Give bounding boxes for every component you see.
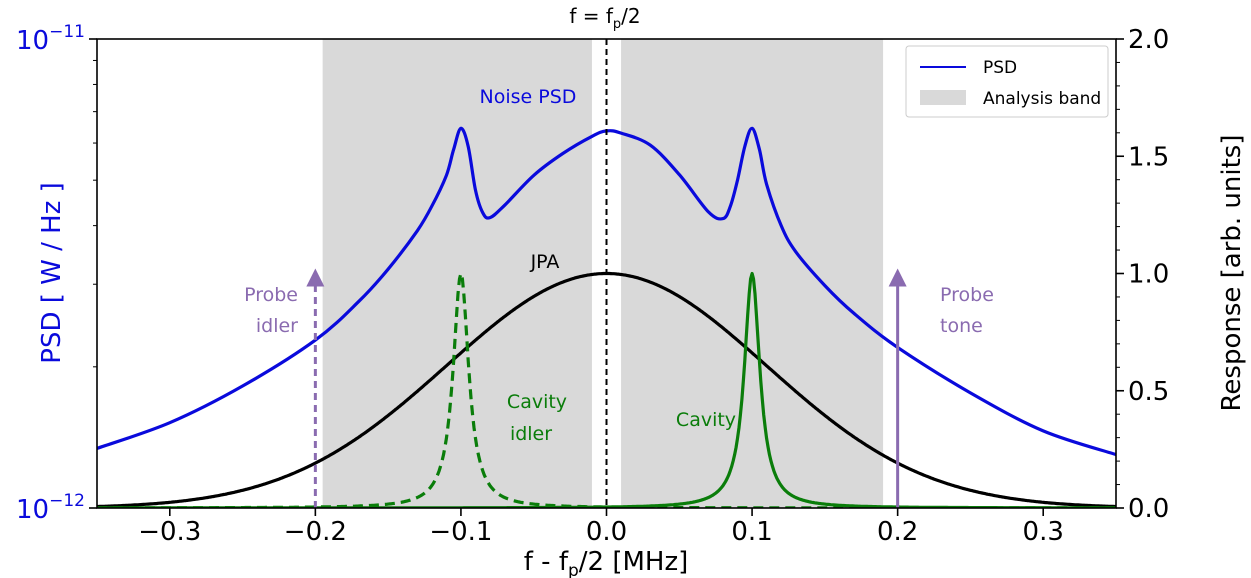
left-tick-label-1: 10−12 [16, 491, 85, 525]
x-tick-label-2: −0.1 [429, 517, 492, 547]
x-axis-label: f - fp/2 [MHz] [524, 547, 689, 578]
right-tick-label-2: 1.0 [1128, 260, 1169, 290]
x-tick-label-3: 0.0 [586, 517, 627, 547]
left-tick-label-base: 10 [16, 26, 49, 56]
right-tick-label-1: 0.5 [1128, 377, 1169, 407]
x-tick-label-4: 0.1 [731, 517, 772, 547]
noise-psd-label: Noise PSD [480, 86, 577, 108]
left-axis-label: PSD [ W / Hz ] [37, 182, 67, 363]
probe-tone-label-line2: tone [940, 315, 983, 337]
probe-idler-label-line2: idler [256, 315, 298, 337]
cavity-idler-label-line1: Cavity [507, 391, 567, 413]
right-tick-label-0: 0.0 [1128, 494, 1169, 524]
chart-title-end: /2 [621, 4, 640, 28]
cavity-label: Cavity [676, 409, 736, 431]
probe-idler-label-line1: Probe [244, 284, 298, 306]
x-tick-label-6: 0.3 [1023, 517, 1064, 547]
probe-tone-label-line1: Probe [940, 284, 994, 306]
x-tick-label-5: 0.2 [877, 517, 918, 547]
legend: PSD Analysis band [905, 45, 1109, 118]
probe-arrows [306, 268, 907, 508]
x-tick-label-0: −0.3 [138, 517, 201, 547]
right-axis-ticks: 0.0 0.5 1.0 1.5 2.0 [1116, 25, 1169, 524]
x-axis-label-sub: p [568, 561, 579, 578]
legend-band-label: Analysis band [983, 89, 1101, 109]
right-tick-label-3: 1.5 [1128, 142, 1169, 172]
left-tick-label-base: 10 [16, 495, 49, 525]
left-tick-label-exponent: −11 [49, 22, 85, 42]
x-axis-label-post: /2 [MHz] [579, 547, 688, 577]
jpa-label: JPA [530, 251, 560, 273]
chart-title-sub: p [613, 17, 621, 32]
x-axis-ticks: −0.3 −0.2 −0.1 0.0 0.1 0.2 0.3 [138, 508, 1064, 547]
chart-title: f = fp/2 [569, 4, 640, 32]
left-tick-label-0: 10−11 [16, 22, 85, 56]
x-tick-label-1: −0.2 [284, 517, 347, 547]
right-axis-label: Response [arb. units] [1217, 135, 1247, 412]
legend-psd-label: PSD [983, 58, 1017, 78]
legend-band-swatch [920, 90, 966, 105]
cavity-idler-label-line2: idler [510, 423, 552, 445]
right-tick-label-4: 2.0 [1128, 25, 1169, 55]
left-tick-label-exponent: −12 [49, 491, 85, 511]
